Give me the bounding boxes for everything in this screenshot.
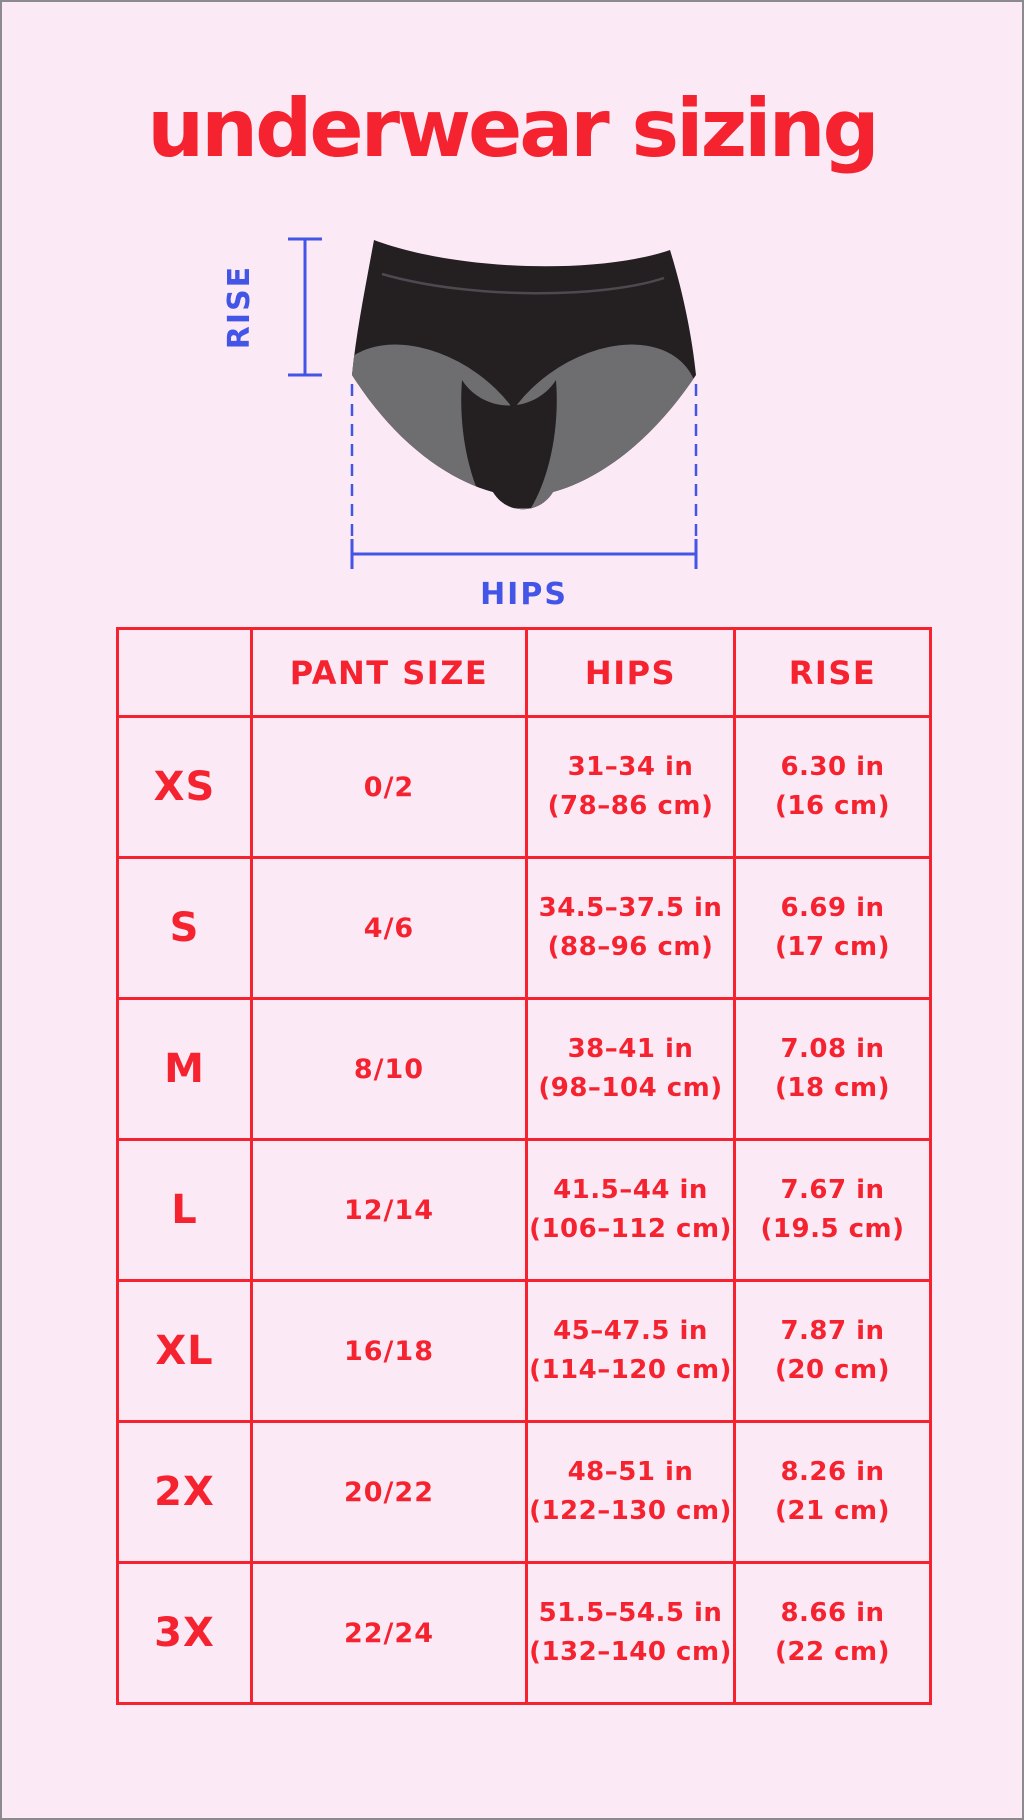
table-row: S 4/6 34.5–37.5 in (88–96 cm) 6.69 in (17 cm) — [116, 856, 932, 1000]
hips-diagram-label: HIPS — [480, 577, 568, 612]
table-row: XL 16/18 45–47.5 in (114–120 cm) 7.87 in (20 … — [116, 1279, 932, 1423]
measurement-line: (114–120 cm) — [529, 1355, 732, 1385]
rise-cell: 7.08 in (18 cm) — [733, 997, 932, 1141]
page-title: underwear sizing — [147, 82, 880, 175]
measurement-line: (16 cm) — [774, 791, 890, 821]
size-table-body: XS 0/2 31–34 in (78–86 cm) 6.30 in (16 cm) S 4/… — [116, 715, 932, 1705]
hips-cell: 41.5–44 in (106–112 cm) — [525, 1138, 736, 1282]
pant-size-cell: 4/6 — [250, 856, 528, 1000]
rise-cell: 8.66 in (22 cm) — [733, 1561, 932, 1705]
hip-guide-lines — [350, 384, 698, 542]
measurement-line: 38–41 in — [567, 1034, 694, 1064]
header-pant-size: PANT SIZE — [250, 627, 528, 718]
measurement-line: (21 cm) — [774, 1496, 890, 1526]
header-row: PANT SIZE HIPS RISE — [116, 627, 932, 718]
rise-cell: 7.87 in (20 cm) — [733, 1279, 932, 1423]
measurement-line: 7.67 in — [780, 1175, 885, 1205]
measurement-line: (17 cm) — [774, 932, 890, 962]
measurement-line: (20 cm) — [774, 1355, 890, 1385]
hips-measure-line — [350, 539, 698, 569]
rise-cell: 6.69 in (17 cm) — [733, 856, 932, 1000]
measurement-line: (19.5 cm) — [760, 1214, 905, 1244]
measurement-line: 7.87 in — [780, 1316, 885, 1346]
size-cell: XS — [116, 715, 253, 859]
hips-cell: 31–34 in (78–86 cm) — [525, 715, 736, 859]
table-row: L 12/14 41.5–44 in (106–112 cm) 7.67 in (19.5… — [116, 1138, 932, 1282]
measurement-line: 8.26 in — [780, 1457, 885, 1487]
measurement-line: 6.69 in — [780, 893, 885, 923]
hips-cell: 38–41 in (98–104 cm) — [525, 997, 736, 1141]
size-cell: 2X — [116, 1420, 253, 1564]
underwear-illustration — [352, 240, 696, 510]
header-rise: RISE — [733, 627, 932, 718]
rise-cell: 7.67 in (19.5 cm) — [733, 1138, 932, 1282]
table-row: 3X 22/24 51.5–54.5 in (132–140 cm) 8.66 in (2… — [116, 1561, 932, 1705]
waistband-seam — [381, 272, 665, 295]
rise-cell: 6.30 in (16 cm) — [733, 715, 932, 859]
size-cell: L — [116, 1138, 253, 1282]
measurement-line: 48–51 in — [567, 1457, 694, 1487]
measurement-line: 34.5–37.5 in — [538, 893, 723, 923]
measurement-line: 7.08 in — [780, 1034, 885, 1064]
measurement-line: 6.30 in — [780, 752, 885, 782]
size-cell: 3X — [116, 1561, 253, 1705]
rise-cell: 8.26 in (21 cm) — [733, 1420, 932, 1564]
pant-size-cell: 16/18 — [250, 1279, 528, 1423]
table-row: M 8/10 38–41 in (98–104 cm) 7.08 in (18 cm) — [116, 997, 932, 1141]
measurement-line: 45–47.5 in — [553, 1316, 708, 1346]
pant-size-cell: 12/14 — [250, 1138, 528, 1282]
size-cell: S — [116, 856, 253, 1000]
hips-cell: 51.5–54.5 in (132–140 cm) — [525, 1561, 736, 1705]
hips-cell: 48–51 in (122–130 cm) — [525, 1420, 736, 1564]
measurement-line: (98–104 cm) — [538, 1073, 723, 1103]
table-row: XS 0/2 31–34 in (78–86 cm) 6.30 in (16 cm) — [116, 715, 932, 859]
measurement-line: 51.5–54.5 in — [538, 1598, 723, 1628]
table-row: 2X 20/22 48–51 in (122–130 cm) 8.26 in (21 cm… — [116, 1420, 932, 1564]
measurement-line: (18 cm) — [774, 1073, 890, 1103]
measurement-line: (132–140 cm) — [529, 1637, 732, 1667]
hips-cell: 45–47.5 in (114–120 cm) — [525, 1279, 736, 1423]
hips-cell: 34.5–37.5 in (88–96 cm) — [525, 856, 736, 1000]
measurement-line: (122–130 cm) — [529, 1496, 732, 1526]
measurement-line: (22 cm) — [774, 1637, 890, 1667]
measurement-line: 31–34 in — [567, 752, 694, 782]
size-cell: M — [116, 997, 253, 1141]
size-cell: XL — [116, 1279, 253, 1423]
pant-size-cell: 8/10 — [250, 997, 528, 1141]
underwear-measurement-diagram: RISE HIPS — [222, 237, 698, 612]
header-size — [116, 627, 253, 718]
rise-measure-line — [288, 237, 322, 377]
measurement-line: (78–86 cm) — [547, 791, 714, 821]
measurement-line: (106–112 cm) — [529, 1214, 732, 1244]
sizing-table: PANT SIZE HIPS RISE XS 0/2 31–34 in (78–86 … — [116, 627, 932, 1705]
pant-size-cell: 20/22 — [250, 1420, 528, 1564]
measurement-line: 41.5–44 in — [553, 1175, 708, 1205]
rise-diagram-label: RISE — [222, 265, 257, 349]
pant-size-cell: 22/24 — [250, 1561, 528, 1705]
header-hips: HIPS — [525, 627, 736, 718]
measurement-line: 8.66 in — [780, 1598, 885, 1628]
pant-size-cell: 0/2 — [250, 715, 528, 859]
gusset-panel — [461, 380, 557, 508]
measurement-line: (88–96 cm) — [547, 932, 714, 962]
